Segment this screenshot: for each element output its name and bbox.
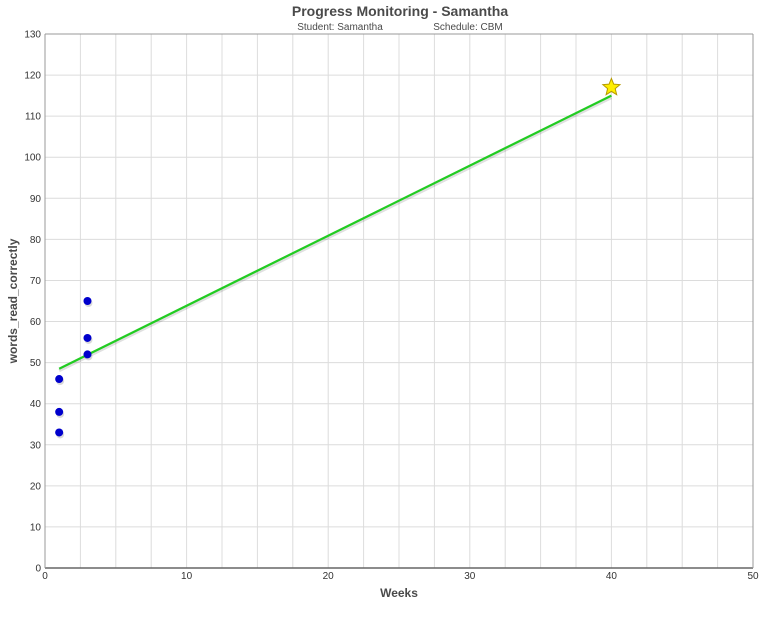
y-tick-label: 40 [30,399,42,410]
x-tick-label: 10 [181,571,193,582]
y-tick-label: 0 [35,564,41,575]
chart-subtitle-student: Student: Samantha [297,22,383,33]
x-axis-label: Weeks [380,586,418,600]
y-tick-label: 10 [30,522,42,533]
x-tick-label: 20 [323,571,335,582]
data-point [83,333,92,342]
goal-star-icon [601,77,622,96]
y-tick-label: 50 [30,358,42,369]
chart-subtitle-schedule: Schedule: CBM [433,22,502,33]
y-tick-label: 120 [24,71,41,82]
trend-line-shadow [58,96,613,373]
grid [44,33,754,569]
x-tick-label: 30 [464,571,476,582]
y-tick-label: 30 [30,440,42,451]
data-point [83,297,92,305]
y-tick-label: 60 [30,317,42,328]
data-point [55,428,64,437]
data-point [55,375,64,384]
x-tick-label: 40 [606,571,618,582]
data-point [83,350,92,359]
y-tick-label: 100 [24,153,41,164]
plot-area [55,77,622,439]
axes [44,33,754,569]
trend-line [58,94,612,370]
y-axis-label: words_read_correctly [6,238,20,364]
y-tick-label: 80 [30,235,42,246]
data-point [55,407,64,416]
y-tick-label: 90 [30,194,42,205]
y-tick-label: 110 [25,112,41,123]
x-tick-label: 0 [42,571,48,582]
x-tick-label: 50 [747,571,759,582]
y-tick-label: 130 [24,30,41,41]
chart-title: Progress Monitoring - Samantha [292,3,508,19]
y-tick-label: 20 [30,481,42,492]
y-tick-label: 70 [30,276,42,287]
tick-labels: 0 10 20 30 40 50 60 70 80 90 100 110 120 130 0 10 20 30 40… [24,30,759,583]
